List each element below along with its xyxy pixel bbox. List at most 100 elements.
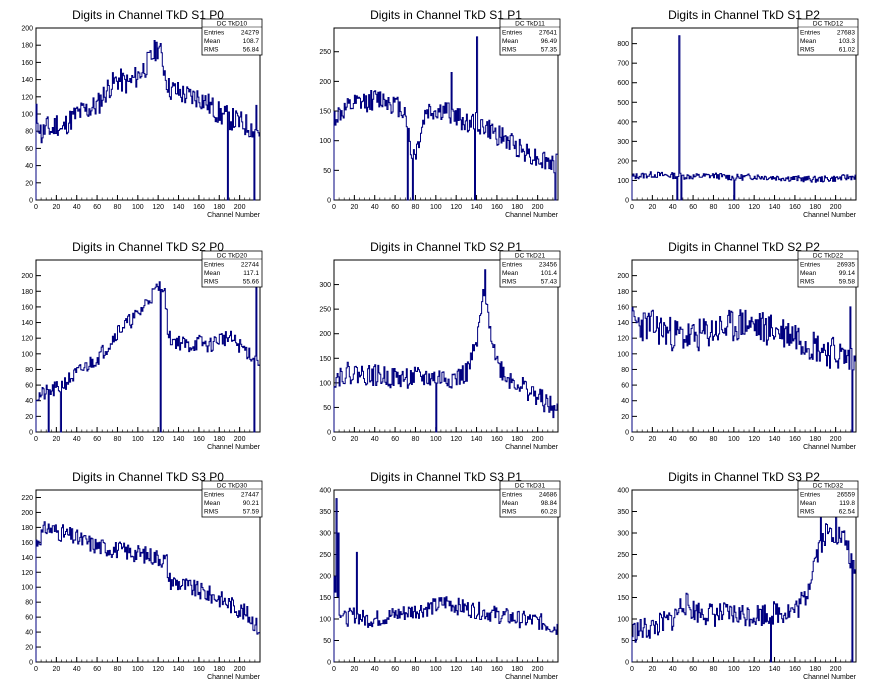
- x-tick-label: 0: [332, 204, 336, 211]
- x-tick-label: 80: [710, 204, 718, 211]
- y-tick-label: 300: [617, 531, 629, 538]
- stats-value: 96.49: [541, 38, 558, 45]
- y-tick-label: 40: [25, 398, 33, 405]
- x-tick-label: 160: [491, 204, 503, 211]
- x-tick-label: 140: [769, 436, 781, 443]
- x-tick-label: 0: [34, 666, 38, 673]
- x-tick-label: 140: [769, 666, 781, 673]
- histogram-panel-9: Digits in Channel TkD S3 P2 0 20 40 60 80 100 1…: [617, 470, 859, 681]
- y-tick-label: 120: [21, 336, 33, 343]
- y-tick-label: 250: [319, 552, 331, 559]
- y-tick-label: 200: [617, 574, 629, 581]
- stats-name: DC TkD10: [217, 21, 248, 28]
- y-tick-label: 0: [29, 430, 33, 437]
- x-axis-label: Channel Number: [803, 212, 857, 219]
- y-tick-label: 80: [25, 367, 33, 374]
- y-tick-label: 100: [21, 351, 33, 358]
- x-tick-label: 20: [648, 666, 656, 673]
- histogram-panel-2: Digits in Channel TkD S1 P1 0 20 40 60 80 100 1…: [319, 8, 561, 219]
- x-tick-label: 140: [769, 204, 781, 211]
- histogram-line: [333, 36, 558, 201]
- x-tick-label: 20: [52, 204, 60, 211]
- y-tick-label: 600: [617, 80, 629, 87]
- y-tick-label: 400: [319, 488, 331, 495]
- x-tick-label: 60: [689, 204, 697, 211]
- x-tick-label: 120: [748, 204, 760, 211]
- x-tick-label: 200: [234, 666, 246, 673]
- stats-label: RMS: [204, 47, 219, 54]
- x-tick-label: 0: [34, 204, 38, 211]
- stats-box: [201, 250, 263, 288]
- stats-value: 24686: [539, 492, 557, 499]
- x-axis-label: Channel Number: [207, 444, 261, 451]
- x-tick-label: 60: [391, 436, 399, 443]
- y-tick-label: 800: [617, 41, 629, 48]
- y-tick-label: 140: [21, 77, 33, 84]
- histogram-line: [631, 35, 856, 201]
- x-tick-label: 0: [630, 204, 634, 211]
- x-tick-label: 60: [391, 666, 399, 673]
- stats-name: DC TkD12: [813, 21, 844, 28]
- y-tick-label: 0: [625, 430, 629, 437]
- y-tick-label: 80: [25, 129, 33, 136]
- x-tick-label: 0: [332, 666, 336, 673]
- stats-name: DC TkD32: [813, 483, 844, 490]
- stats-value: 22744: [241, 262, 259, 269]
- stats-label: Mean: [204, 500, 221, 507]
- histogram-line: [35, 521, 260, 662]
- histogram-line: [631, 306, 856, 433]
- x-tick-label: 80: [412, 666, 420, 673]
- y-tick-label: 200: [319, 79, 331, 86]
- x-axis-label: Channel Number: [207, 212, 261, 219]
- y-tick-label: 100: [319, 380, 331, 387]
- y-tick-label: 160: [617, 304, 629, 311]
- histogram-line: [631, 498, 856, 663]
- y-tick-label: 350: [319, 509, 331, 516]
- stats-box: [499, 18, 561, 56]
- x-tick-label: 60: [689, 436, 697, 443]
- y-tick-label: 140: [21, 320, 33, 327]
- stats-label: Mean: [800, 38, 817, 45]
- x-tick-label: 180: [809, 436, 821, 443]
- x-tick-label: 120: [152, 204, 164, 211]
- x-tick-label: 80: [412, 204, 420, 211]
- y-tick-label: 200: [617, 158, 629, 165]
- x-tick-label: 160: [193, 436, 205, 443]
- stats-value: 57.59: [243, 509, 260, 516]
- stats-label: RMS: [204, 509, 219, 516]
- stats-label: RMS: [502, 509, 517, 516]
- x-tick-label: 160: [491, 666, 503, 673]
- stats-label: RMS: [502, 279, 517, 286]
- y-tick-label: 50: [323, 638, 331, 645]
- y-tick-label: 60: [621, 383, 629, 390]
- chart-title: Digits in Channel TkD S2 P1: [370, 240, 522, 254]
- y-tick-label: 150: [319, 595, 331, 602]
- x-tick-label: 40: [73, 204, 81, 211]
- y-tick-label: 220: [21, 495, 33, 502]
- x-tick-label: 200: [532, 436, 544, 443]
- stats-label: Mean: [800, 270, 817, 277]
- histogram-panel-4: Digits in Channel TkD S2 P0 0 20 40 60 80 100 1…: [21, 240, 263, 451]
- chart-title: Digits in Channel TkD S3 P0: [72, 470, 224, 484]
- y-tick-label: 20: [25, 645, 33, 652]
- x-tick-label: 80: [114, 204, 122, 211]
- x-tick-label: 180: [511, 666, 523, 673]
- y-tick-label: 300: [319, 282, 331, 289]
- x-tick-label: 80: [710, 666, 718, 673]
- x-tick-label: 80: [114, 436, 122, 443]
- x-tick-label: 200: [830, 204, 842, 211]
- x-tick-label: 120: [450, 204, 462, 211]
- x-tick-label: 100: [132, 204, 144, 211]
- x-axis-label: Channel Number: [505, 444, 559, 451]
- x-tick-label: 200: [532, 204, 544, 211]
- y-tick-label: 180: [21, 43, 33, 50]
- y-tick-label: 20: [25, 414, 33, 421]
- y-tick-label: 160: [21, 304, 33, 311]
- stats-name: DC TkD31: [515, 483, 546, 490]
- x-tick-label: 140: [173, 666, 185, 673]
- x-tick-label: 40: [669, 666, 677, 673]
- stats-value: 99.14: [839, 270, 856, 277]
- y-tick-label: 80: [621, 367, 629, 374]
- x-tick-label: 0: [630, 436, 634, 443]
